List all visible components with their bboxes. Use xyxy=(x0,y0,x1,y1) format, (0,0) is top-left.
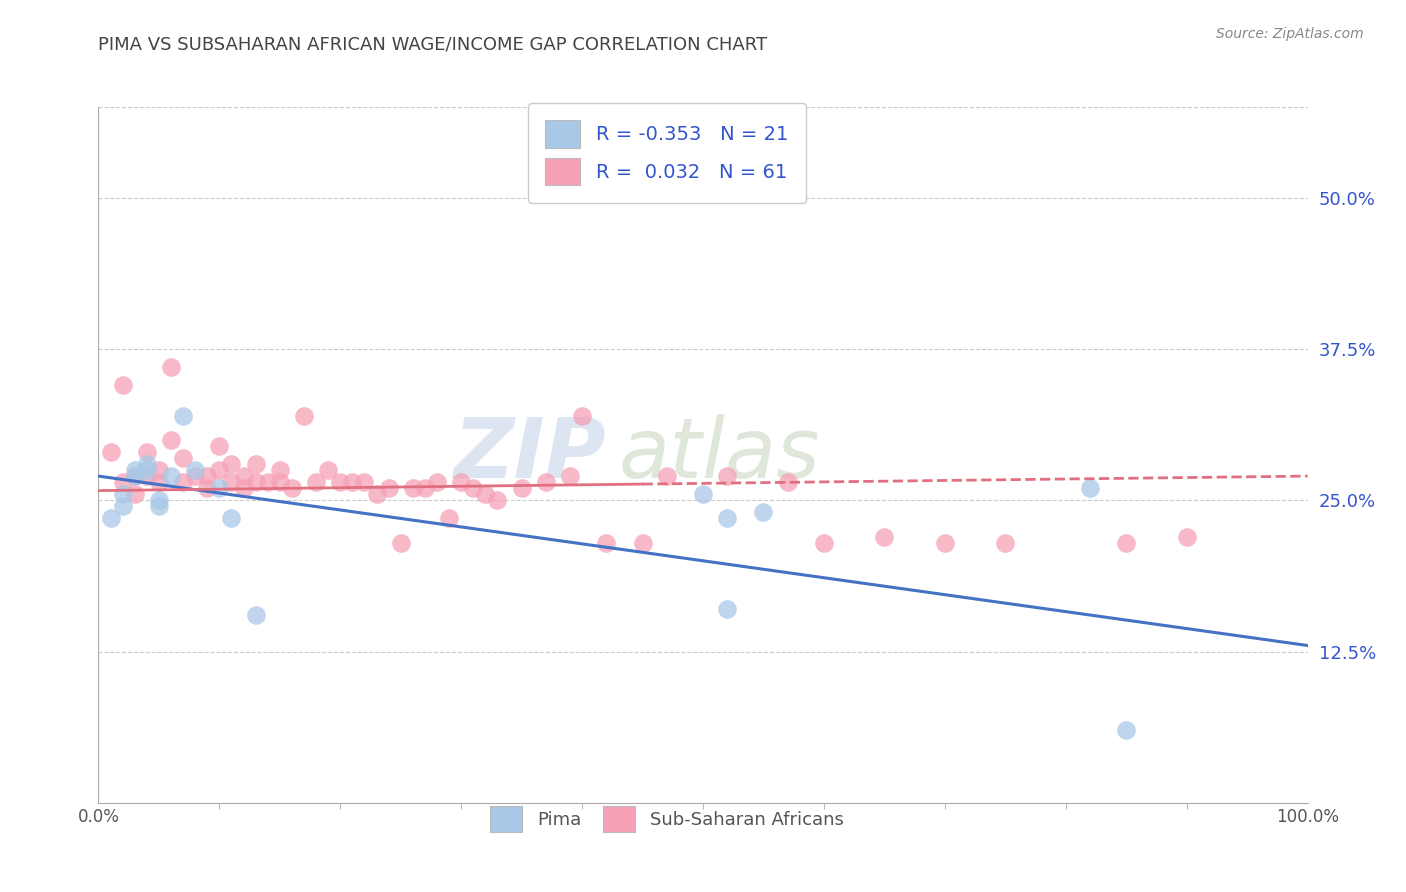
Point xyxy=(148,463,170,477)
Point xyxy=(111,378,134,392)
Point xyxy=(994,535,1017,549)
Point xyxy=(160,433,183,447)
Point xyxy=(124,469,146,483)
Point xyxy=(413,481,436,495)
Point xyxy=(437,511,460,525)
Point xyxy=(245,475,267,490)
Point xyxy=(402,481,425,495)
Point xyxy=(281,481,304,495)
Point xyxy=(316,463,339,477)
Point xyxy=(366,487,388,501)
Point xyxy=(111,487,134,501)
Point xyxy=(716,469,738,483)
Point xyxy=(245,457,267,471)
Point xyxy=(148,475,170,490)
Point xyxy=(269,463,291,477)
Point xyxy=(111,475,134,490)
Point xyxy=(195,469,218,483)
Point xyxy=(245,608,267,623)
Point xyxy=(534,475,557,490)
Point xyxy=(595,154,617,169)
Point xyxy=(474,487,496,501)
Point xyxy=(135,463,157,477)
Point xyxy=(752,505,775,519)
Point xyxy=(221,475,243,490)
Point xyxy=(232,469,254,483)
Point xyxy=(124,469,146,483)
Point xyxy=(486,493,509,508)
Point xyxy=(776,475,799,490)
Text: Source: ZipAtlas.com: Source: ZipAtlas.com xyxy=(1216,27,1364,41)
Point xyxy=(305,475,328,490)
Point xyxy=(124,487,146,501)
Point xyxy=(172,409,194,423)
Point xyxy=(221,511,243,525)
Point xyxy=(353,475,375,490)
Point xyxy=(558,469,581,483)
Point xyxy=(135,445,157,459)
Point xyxy=(172,475,194,490)
Point xyxy=(124,463,146,477)
Point xyxy=(148,493,170,508)
Point xyxy=(510,481,533,495)
Point xyxy=(135,469,157,483)
Point xyxy=(1115,535,1137,549)
Point xyxy=(873,530,896,544)
Point xyxy=(208,481,231,495)
Point xyxy=(813,535,835,549)
Point xyxy=(450,475,472,490)
Point xyxy=(1115,723,1137,738)
Point xyxy=(716,602,738,616)
Point xyxy=(269,475,291,490)
Point xyxy=(184,463,207,477)
Point xyxy=(426,475,449,490)
Point xyxy=(208,463,231,477)
Point xyxy=(329,475,352,490)
Text: atlas: atlas xyxy=(619,415,820,495)
Point xyxy=(148,500,170,514)
Point xyxy=(389,535,412,549)
Point xyxy=(256,475,278,490)
Point xyxy=(195,481,218,495)
Point xyxy=(595,535,617,549)
Legend: Pima, Sub-Saharan Africans: Pima, Sub-Saharan Africans xyxy=(479,796,855,842)
Point xyxy=(692,487,714,501)
Point xyxy=(1078,481,1101,495)
Point xyxy=(135,457,157,471)
Point xyxy=(172,450,194,465)
Point xyxy=(463,481,485,495)
Point xyxy=(111,500,134,514)
Point xyxy=(184,469,207,483)
Point xyxy=(571,409,593,423)
Point xyxy=(655,469,678,483)
Point xyxy=(100,445,122,459)
Point xyxy=(100,511,122,525)
Point xyxy=(377,481,399,495)
Point xyxy=(1175,530,1198,544)
Point xyxy=(934,535,956,549)
Point xyxy=(221,457,243,471)
Text: PIMA VS SUBSAHARAN AFRICAN WAGE/INCOME GAP CORRELATION CHART: PIMA VS SUBSAHARAN AFRICAN WAGE/INCOME G… xyxy=(98,36,768,54)
Point xyxy=(292,409,315,423)
Point xyxy=(716,511,738,525)
Point xyxy=(160,360,183,375)
Point xyxy=(208,439,231,453)
Point xyxy=(342,475,364,490)
Point xyxy=(631,535,654,549)
Point xyxy=(232,481,254,495)
Point xyxy=(160,469,183,483)
Text: ZIP: ZIP xyxy=(454,415,606,495)
